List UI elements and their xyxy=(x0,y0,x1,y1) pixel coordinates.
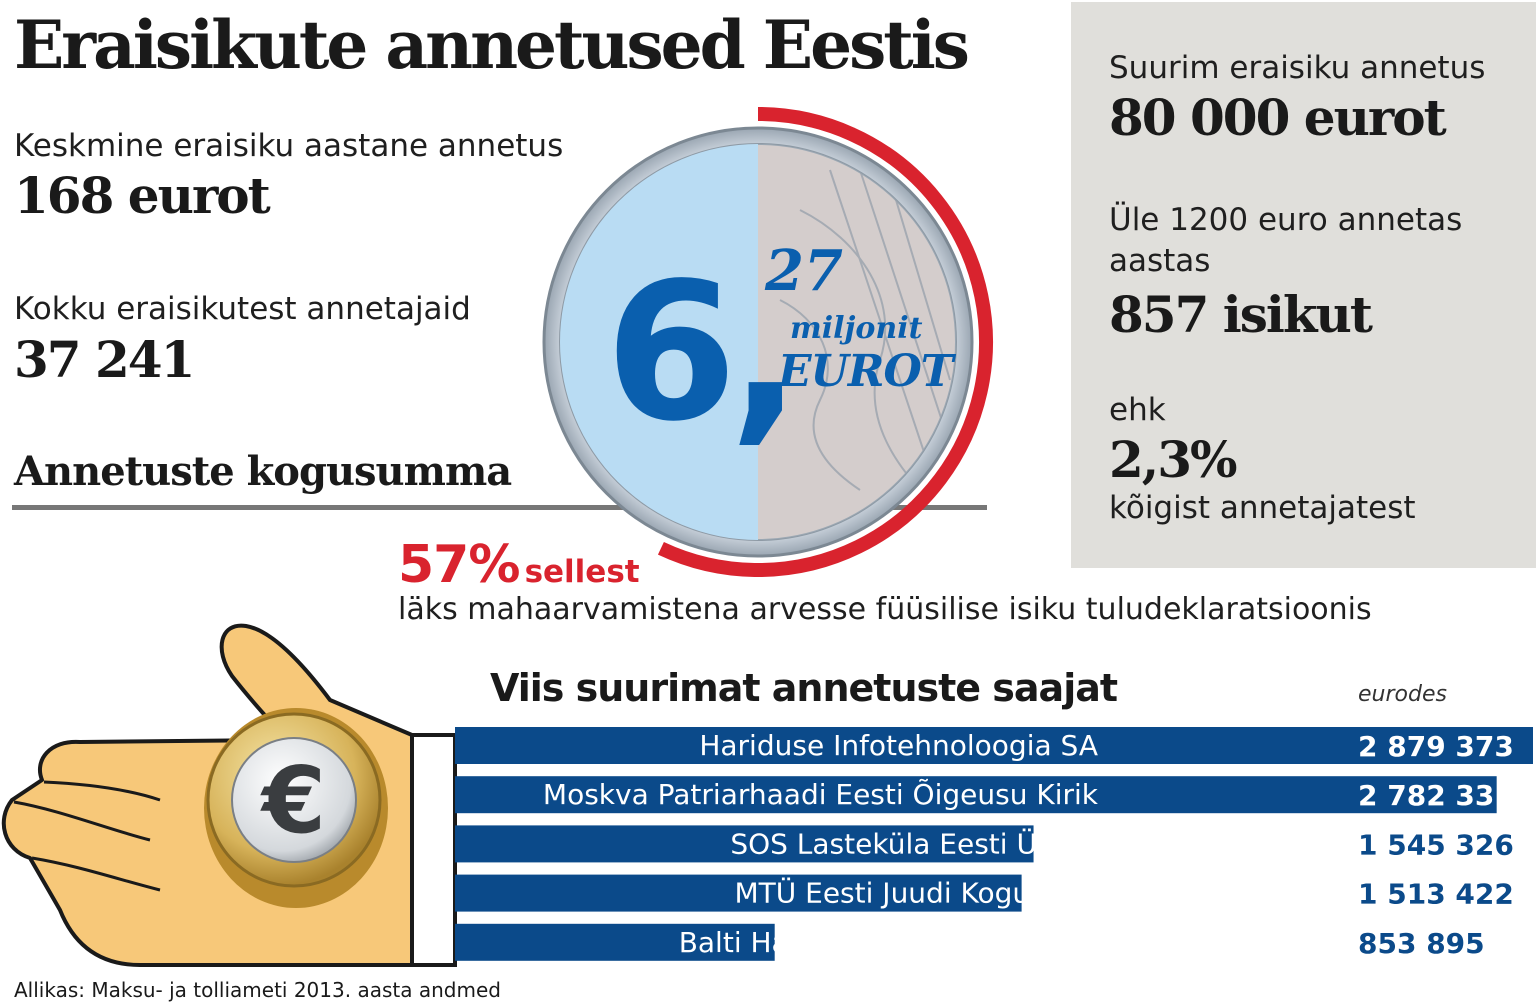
total-decimals: 27 xyxy=(764,238,843,304)
donor-count-value: 37 241 xyxy=(14,330,195,389)
bar-value-0: 2 879 373 xyxy=(1358,730,1514,763)
page-title: Eraisikute annetused Eestis xyxy=(14,6,970,84)
deduction-text: läks mahaarvamistena arvesse füüsilise i… xyxy=(398,592,1372,627)
avg-donation-value: 168 eurot xyxy=(14,166,271,225)
bar-value-2: 1 545 326 xyxy=(1358,828,1514,861)
deducted-share-arc xyxy=(657,107,993,577)
share-value: 2,3% xyxy=(1109,430,1237,489)
coin-engraving xyxy=(779,169,951,501)
donor-count-label: Kokku eraisikutest annetajaid xyxy=(14,291,471,327)
small-coin-center xyxy=(231,737,357,863)
deducted-share-suffix: sellest xyxy=(524,554,640,590)
bar-1 xyxy=(455,776,1497,814)
or-label: ehk xyxy=(1109,392,1166,428)
deducted-share: 57% sellest xyxy=(398,535,640,595)
over-1200-value: 857 isikut xyxy=(1109,285,1373,344)
bar-3 xyxy=(455,874,1022,912)
bar-label-3: MTÜ Eesti Juudi Kogukond xyxy=(734,876,1098,910)
total-unit-big: EUROT xyxy=(776,346,957,397)
euro-symbol: € xyxy=(260,747,326,854)
bar-value-4: 853 895 xyxy=(1358,927,1485,960)
max-donation-label: Suurim eraisiku annetus xyxy=(1109,50,1486,86)
right-stats-panel xyxy=(1071,2,1536,568)
source-note: Allikas: Maksu- ja tolliameti 2013. aast… xyxy=(14,978,501,1002)
bar-label-0: Hariduse Infotehnoloogia SA xyxy=(699,729,1098,762)
finger-line-3 xyxy=(31,856,161,892)
bar-value-1: 2 782 331 xyxy=(1358,779,1514,812)
finger-line-2 xyxy=(13,800,151,842)
bar-2 xyxy=(455,825,1034,863)
bar-4 xyxy=(455,923,775,961)
bar-label-1: Moskva Patriarhaadi Eesti Õigeusu Kirik xyxy=(543,777,1099,811)
bar-0 xyxy=(455,727,1533,764)
chart-title: Viis suurimat annetuste saajat xyxy=(490,666,1118,710)
avg-donation-label: Keskmine eraisiku aastane annetus xyxy=(14,128,564,164)
over-1200-label: Üle 1200 euro annetas aastas xyxy=(1109,202,1463,279)
bar-label-2: SOS Lasteküla Eesti Ühing xyxy=(730,826,1098,860)
deducted-share-value: 57% xyxy=(398,535,520,595)
euro-coin-icon: € xyxy=(204,708,388,908)
finger-line-1 xyxy=(43,780,161,802)
hand-cuff xyxy=(410,733,457,967)
share-label: kõigist annetajatest xyxy=(1109,490,1416,526)
heading-rule xyxy=(12,505,987,510)
max-donation-value: 80 000 eurot xyxy=(1109,88,1447,147)
total-integer: 6, xyxy=(605,242,793,463)
total-heading: Annetuste kogusumma xyxy=(14,448,512,495)
bar-label-4: Balti Haridus- ja Kultuuriühing xyxy=(679,926,1098,959)
bar-value-3: 1 513 422 xyxy=(1358,878,1514,911)
recipients-bars: Hariduse Infotehnoloogia SA 2 879 373 Mosk… xyxy=(455,727,1533,961)
total-unit-small: miljonit xyxy=(790,311,923,346)
chart-unit: eurodes xyxy=(1358,682,1447,707)
big-euro-coin: 6, 27 miljonit EUROT xyxy=(542,126,974,558)
